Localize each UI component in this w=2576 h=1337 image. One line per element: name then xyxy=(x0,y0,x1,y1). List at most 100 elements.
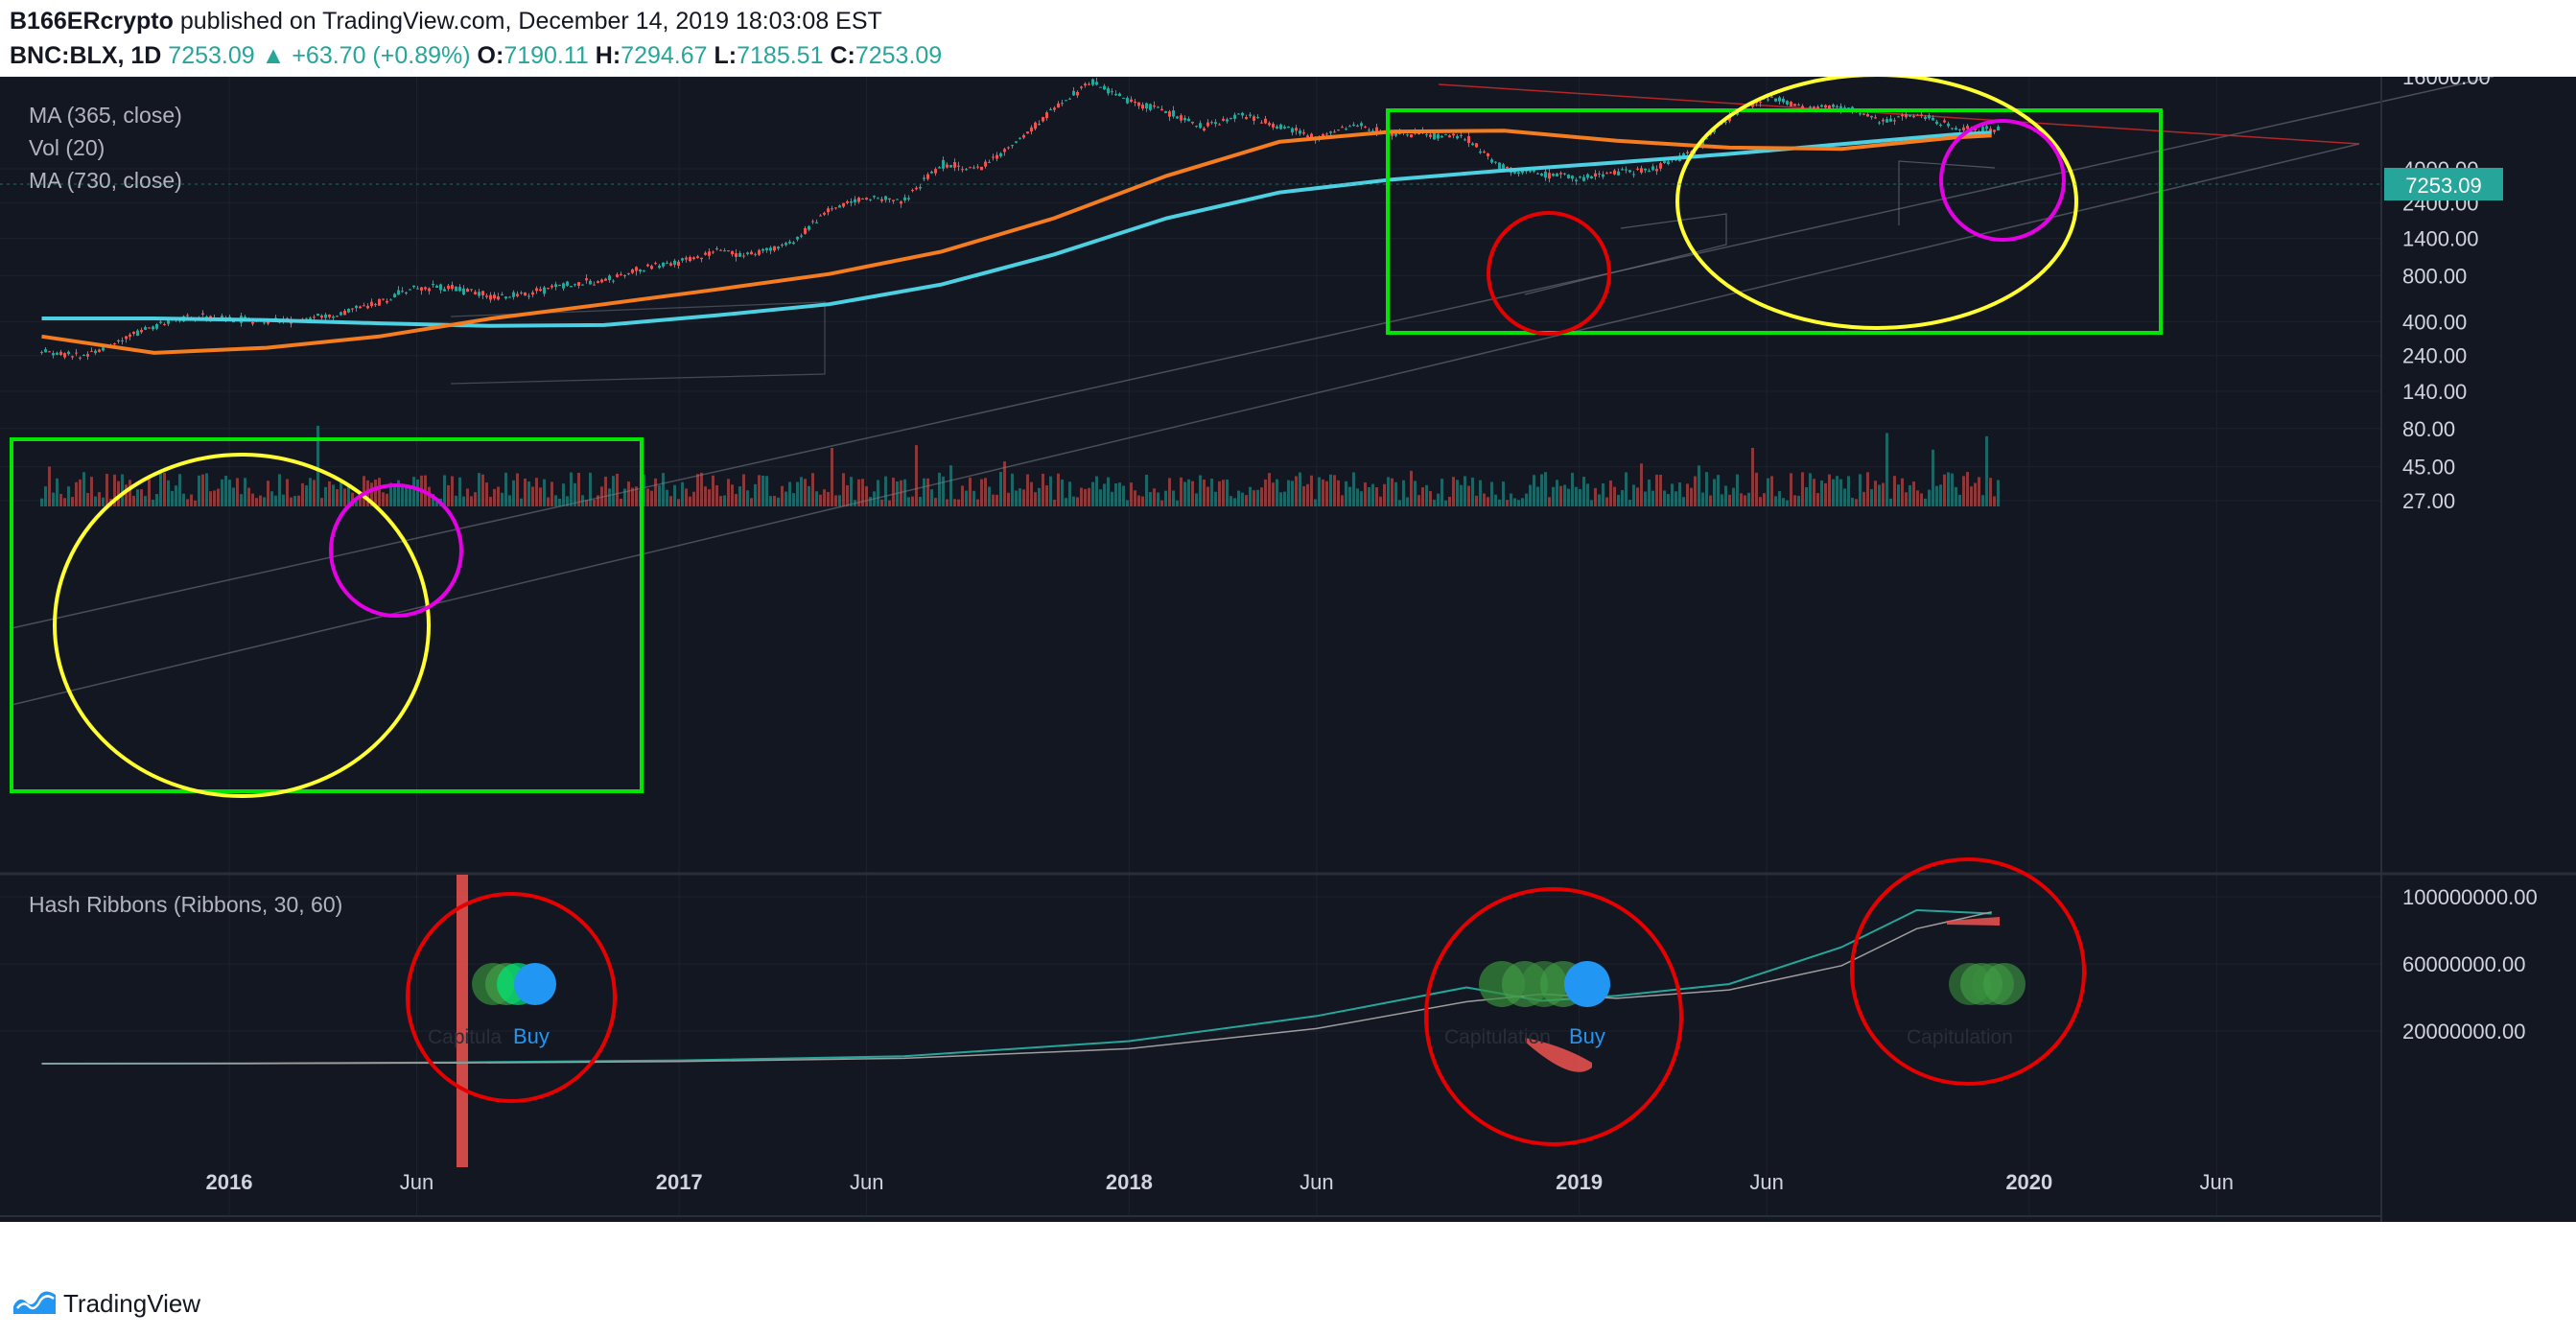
volume-bar xyxy=(750,498,753,506)
volume-bar xyxy=(1889,498,1892,506)
volume-bar xyxy=(1088,487,1090,506)
green-box-2019[interactable] xyxy=(1386,108,2163,335)
green-box-2016[interactable] xyxy=(10,437,644,793)
volume-bar xyxy=(1176,500,1179,506)
candle-body xyxy=(1594,173,1597,177)
magenta-circle-2019[interactable] xyxy=(1939,119,2066,242)
candle-body xyxy=(738,252,741,257)
legend-hash-ribbons[interactable]: Hash Ribbons (Ribbons, 30, 60) xyxy=(29,892,342,917)
chart-svg[interactable]: 16000.004000.002400.001400.00800.00400.0… xyxy=(0,65,2576,1222)
volume-bar xyxy=(389,482,392,506)
candle-body xyxy=(570,286,573,288)
ma730-line[interactable] xyxy=(41,130,1992,328)
flag-pattern-2019[interactable] xyxy=(1524,213,1727,295)
red-circle-2018-signal[interactable] xyxy=(1424,887,1683,1146)
flag-pattern-late-2019[interactable] xyxy=(1898,160,1996,225)
candle-body xyxy=(1602,174,1604,177)
red-resistance-line[interactable] xyxy=(1438,83,2360,145)
candle-body xyxy=(1897,116,1900,118)
signal-dots-2016[interactable] xyxy=(472,963,556,1005)
volume-bar xyxy=(781,485,784,506)
volume-bar xyxy=(1011,473,1014,506)
hash-ribbon-slow[interactable] xyxy=(41,911,1992,1065)
volume-bar xyxy=(712,475,714,506)
volume-bar xyxy=(1648,479,1651,506)
volume-bar xyxy=(251,493,254,506)
candle-body xyxy=(1625,169,1628,171)
capitulation-fill-2018 xyxy=(1525,1038,1592,1072)
volume-bar xyxy=(508,495,511,506)
volume-bar xyxy=(267,481,269,506)
candle-body xyxy=(1448,135,1451,138)
volume-bar xyxy=(773,496,776,506)
candle-body xyxy=(1889,118,1892,122)
candle-body xyxy=(1686,152,1689,154)
volume-bar xyxy=(382,492,385,506)
candle-body xyxy=(386,300,388,303)
candle-body xyxy=(221,316,223,318)
volume-bar xyxy=(846,484,849,506)
volume-bar xyxy=(1970,486,1973,506)
volume-bar xyxy=(1410,470,1413,506)
volume-bar xyxy=(758,475,761,506)
volume-bar xyxy=(201,474,204,506)
volume-bar xyxy=(926,478,929,506)
candle-body xyxy=(113,343,116,345)
signal-dots-2019[interactable] xyxy=(1949,963,2026,1005)
candle-body xyxy=(926,174,929,179)
red-circle-2016-signal[interactable] xyxy=(406,892,617,1103)
ma365-line[interactable] xyxy=(41,129,1992,355)
candle-body xyxy=(1767,99,1769,101)
candle-body xyxy=(550,285,553,288)
candle-body xyxy=(1003,149,1006,152)
candle-body xyxy=(1072,90,1075,96)
time-axis[interactable]: 2016 Jun 2017 Jun 2018 Jun 2019 Jun 2020 Jun xyxy=(206,1170,2235,1194)
volume-bar xyxy=(612,476,615,506)
volume-bar xyxy=(1571,473,1574,506)
price-tick-label: 45.00 xyxy=(2402,456,2455,480)
tradingview-brand[interactable]: TradingView xyxy=(63,1289,201,1318)
red-circle-2019-signal[interactable] xyxy=(1850,857,2086,1086)
author-name[interactable]: B166ERcrypto xyxy=(10,8,174,35)
candle-body xyxy=(132,331,135,335)
volume-bar xyxy=(527,481,530,506)
candle-body xyxy=(612,280,615,282)
volume-bar xyxy=(1579,488,1581,506)
candle-body xyxy=(1632,174,1635,176)
magenta-circle-2016[interactable] xyxy=(329,483,463,618)
flag-pattern-2016[interactable] xyxy=(450,301,826,385)
volume-bar xyxy=(1651,490,1654,506)
candle-body xyxy=(1391,132,1393,136)
volume-bar xyxy=(1874,481,1877,506)
volume-bar xyxy=(1022,489,1025,506)
candle-body xyxy=(566,281,569,286)
candle-body xyxy=(646,264,649,267)
volume-bar xyxy=(1253,490,1255,506)
candle-body xyxy=(1659,163,1662,169)
legend-ma730[interactable]: MA (730, close) xyxy=(29,168,182,193)
tradingview-logo-icon[interactable] xyxy=(12,1285,58,1320)
volume-bar xyxy=(497,486,500,506)
red-circle-2018-bottom[interactable] xyxy=(1487,211,1611,336)
candle-body xyxy=(420,287,423,291)
signal-dots-2018[interactable] xyxy=(1479,961,1610,1007)
chart-area[interactable]: 16000.004000.002400.001400.00800.00400.0… xyxy=(0,65,2576,1222)
volume-bar xyxy=(1678,482,1681,506)
candle-body xyxy=(117,340,120,342)
long-channel-lower[interactable] xyxy=(11,143,2360,706)
volume-bar xyxy=(869,497,872,506)
volume-bar xyxy=(877,480,879,506)
yellow-ellipse-2016[interactable] xyxy=(53,453,431,798)
volume-bar xyxy=(1525,493,1528,506)
volume-bar xyxy=(1352,472,1355,506)
legend-volume[interactable]: Vol (20) xyxy=(29,135,105,160)
volume-bar xyxy=(1958,494,1961,506)
legend-ma365[interactable]: MA (365, close) xyxy=(29,103,182,128)
candle-body xyxy=(589,280,592,285)
volume-bar xyxy=(236,478,239,506)
long-channel-upper[interactable] xyxy=(11,76,2494,629)
volume-bar xyxy=(1655,474,1658,506)
candle-body xyxy=(1080,86,1083,88)
candle-body xyxy=(712,251,714,253)
candle-body xyxy=(1283,127,1286,129)
